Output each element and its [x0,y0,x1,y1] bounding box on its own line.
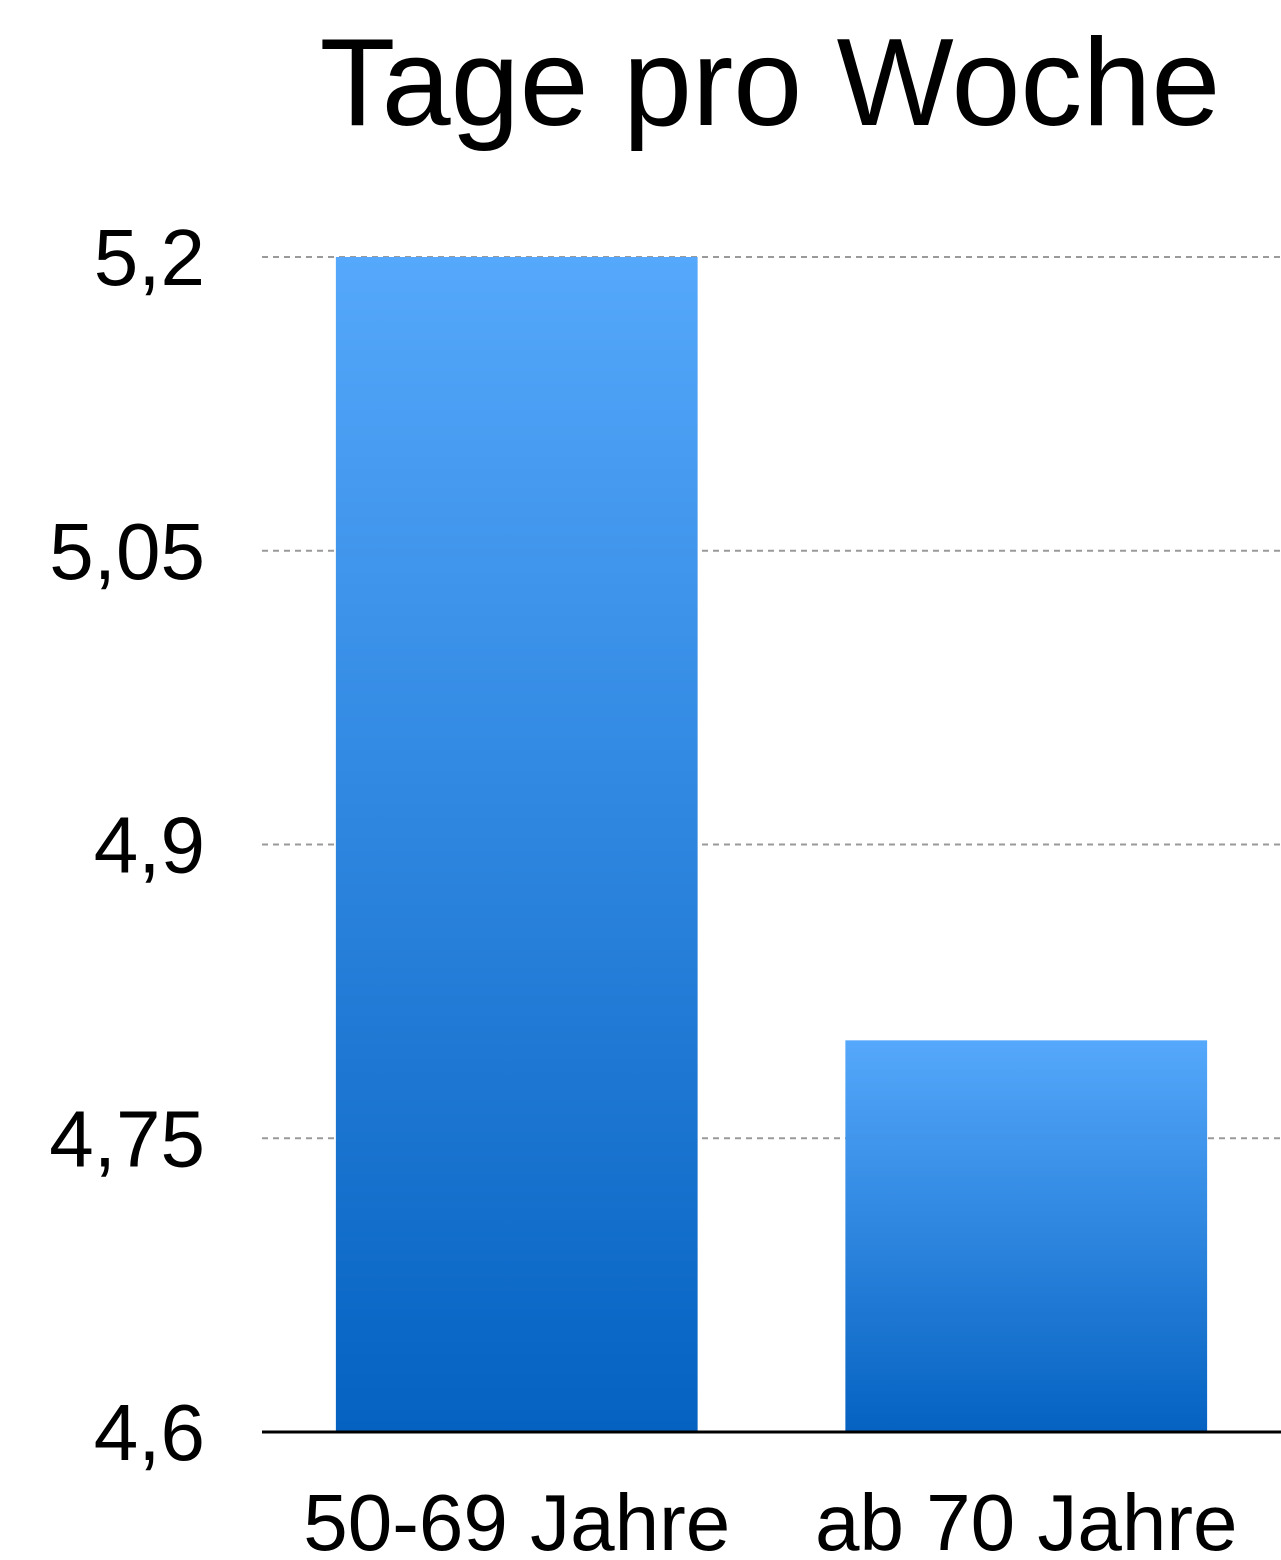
x-category-label: ab 70 Jahre [815,1478,1238,1560]
chart-title: Tage pro Woche [320,14,1221,152]
bar [336,257,698,1432]
y-tick-label: 4,75 [49,1094,205,1183]
bar [845,1040,1207,1432]
y-tick-label: 4,6 [94,1388,205,1477]
y-tick-label: 4,9 [94,801,205,890]
x-category-label: 50-69 Jahre [303,1478,730,1560]
y-axis-tick-labels: 4,6 4,75 4,9 5,05 5,2 [49,213,205,1477]
x-axis-category-labels: 50-69 Jahre ab 70 Jahre [303,1478,1237,1560]
y-tick-label: 5,05 [49,507,205,596]
y-tick-label: 5,2 [94,213,205,302]
